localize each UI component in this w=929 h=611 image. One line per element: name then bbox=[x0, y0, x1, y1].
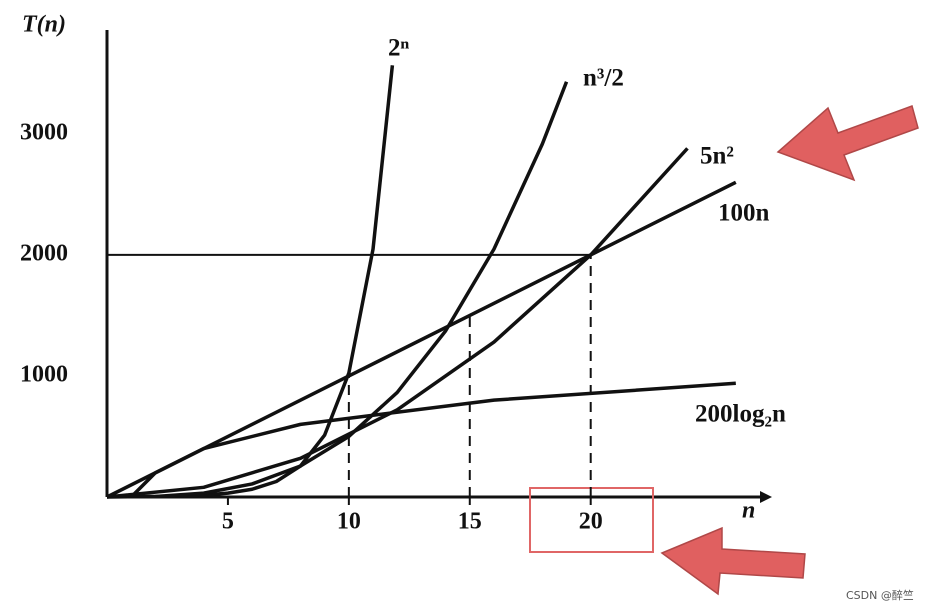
y-tick-label: 3000 bbox=[20, 119, 68, 145]
series-line bbox=[129, 381, 736, 499]
series-label: 2ⁿ bbox=[388, 35, 410, 62]
series-label: 100n bbox=[718, 200, 770, 227]
series-line bbox=[106, 81, 569, 499]
series-label: n³/2 bbox=[583, 65, 624, 92]
x-tick-label: 15 bbox=[458, 509, 482, 535]
series-line bbox=[106, 147, 689, 499]
arrow-bottom bbox=[660, 526, 806, 596]
y-tick-label: 2000 bbox=[20, 240, 68, 266]
watermark: CSDN @醉竺 bbox=[846, 588, 914, 602]
x-tick-label: 10 bbox=[337, 509, 361, 535]
x-axis-label: n bbox=[742, 498, 755, 524]
x-arrow bbox=[760, 491, 772, 503]
y-axis-label: T(n) bbox=[22, 12, 66, 38]
series-label: 5n² bbox=[700, 143, 734, 170]
series-label: 200log₂n bbox=[695, 401, 786, 428]
series-line bbox=[106, 180, 737, 499]
arrow-top bbox=[776, 105, 919, 182]
x-tick-label: 5 bbox=[222, 509, 234, 535]
y-tick-label: 1000 bbox=[20, 361, 68, 387]
x-tick-label: 20 bbox=[579, 509, 603, 535]
